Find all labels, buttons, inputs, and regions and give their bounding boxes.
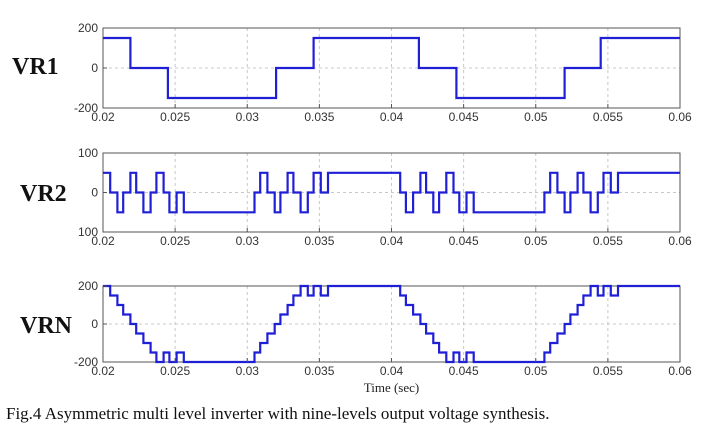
figure-caption: Fig.4 Asymmetric multi level inverter wi…: [6, 404, 550, 423]
panel-2-y-tick-label: 0: [91, 186, 98, 200]
panel-1-y-tick-label: 0: [91, 61, 98, 75]
panel-1-signal-label: VR1: [12, 54, 59, 80]
panel-3-x-tick-label: 0.02: [91, 364, 115, 378]
panel-2-x-tick-label: 0.05: [524, 234, 548, 248]
panel-2-x-tick-label: 0.02: [91, 234, 115, 248]
panel-1-x-tick-label: 0.025: [160, 110, 190, 124]
panel-1-x-tick-label: 0.03: [236, 110, 260, 124]
panel-2-x-tick-label: 0.06: [668, 234, 692, 248]
panel-1-y-tick-label: 200: [78, 21, 98, 35]
panel-3-x-tick-label: 0.055: [593, 364, 623, 378]
panel-3-x-tick-label: 0.045: [449, 364, 479, 378]
panel-3-x-tick-label: 0.04: [380, 364, 404, 378]
panel-2-x-tick-label: 0.025: [160, 234, 190, 248]
panel-3-y-tick-label: 200: [78, 279, 98, 293]
panel-3-x-tick-label: 0.035: [304, 364, 334, 378]
panel-1-x-tick-label: 0.035: [304, 110, 334, 124]
panel-2-x-tick-label: 0.045: [449, 234, 479, 248]
panel-1-series-line: [103, 36, 680, 100]
panel-2-x-tick-label: 0.055: [593, 234, 623, 248]
panel-1-y-tick-label: -200: [74, 101, 98, 115]
panel-2-series-line: [103, 171, 680, 214]
panel-3-x-tick-label: 0.06: [668, 364, 692, 378]
panel-3-y-tick-label: 0: [91, 317, 98, 331]
panel-2-x-tick-label: 0.035: [304, 234, 334, 248]
panel-1-x-tick-label: 0.02: [91, 110, 115, 124]
panel-3-y-tick-label: -200: [74, 355, 98, 369]
panel-2-x-tick-label: 0.04: [380, 234, 404, 248]
panel-2-y-tick-label: 100: [78, 146, 98, 160]
figure: 0.02 0.025 0.03 0.035 0.04 0.045 0.05 0.055 0.06…: [12, 21, 692, 395]
panel-2-signal-label: VR2: [20, 181, 67, 207]
panel-3-x-tick-label: 0.025: [160, 364, 190, 378]
panel-3-x-axis-label: Time (sec): [364, 380, 420, 395]
panel-1-x-tick-label: 0.05: [524, 110, 548, 124]
panel-1-x-tick-label: 0.055: [593, 110, 623, 124]
panel-3-x-tick-label: 0.05: [524, 364, 548, 378]
panel-2-y-tick-label: 100: [78, 225, 98, 239]
panel-2-x-tick-label: 0.03: [236, 234, 260, 248]
panel-1-x-tick-label: 0.06: [668, 110, 692, 124]
panel-1-x-tick-label: 0.045: [449, 110, 479, 124]
panel-3-series-line: [103, 284, 680, 364]
panel-3-x-tick-label: 0.03: [236, 364, 260, 378]
panel-3-signal-label: VRN: [20, 313, 73, 339]
panel-1-x-tick-label: 0.04: [380, 110, 404, 124]
